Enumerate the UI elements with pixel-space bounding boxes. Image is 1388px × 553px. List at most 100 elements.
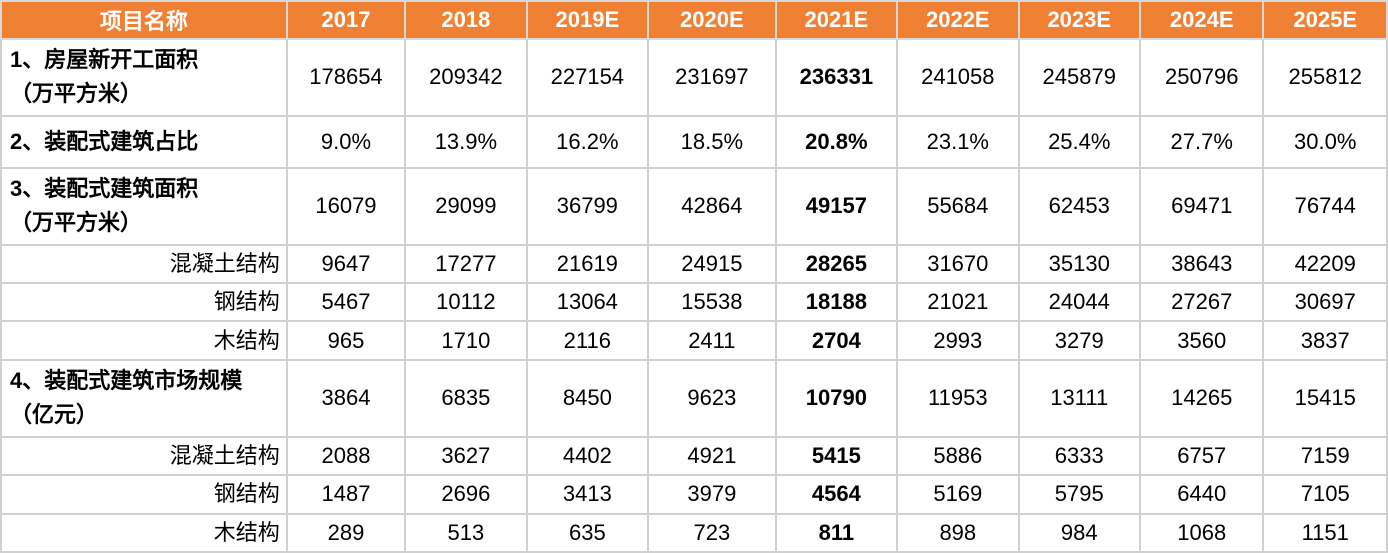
table-cell: 2088: [285, 435, 407, 477]
header-row: 项目名称 2017 2018 2019E 2020E 2021E 2022E 2…: [0, 0, 1388, 40]
table-body: 1、房屋新开工面积 （万平方米） 178654 209342 227154 231697 2…: [0, 38, 1388, 553]
table-cell: 1710: [404, 320, 528, 361]
table-row: 钢结构 5467 10112 13064 15538 18188 21021 24044 272…: [0, 282, 1388, 323]
table-cell: 2704: [774, 320, 899, 361]
table-row: 1、房屋新开工面积 （万平方米） 178654 209342 227154 231697 2…: [0, 38, 1388, 117]
table-cell: 38643: [1138, 243, 1265, 285]
table-cell: 16079: [285, 166, 407, 246]
table-cell: 9647: [285, 243, 407, 285]
table-cell: 723: [647, 512, 777, 553]
table-cell: 245879: [1017, 38, 1141, 117]
column-header-item: 项目名称: [0, 0, 288, 40]
table-cell: 1068: [1138, 512, 1265, 553]
column-header-2020e: 2020E: [647, 0, 777, 40]
table-cell: 9.0%: [285, 114, 407, 169]
row-label-line: 4、装配式建筑市场规模: [10, 368, 243, 394]
table-cell: 20.8%: [774, 114, 899, 169]
column-header-2025e: 2025E: [1262, 0, 1388, 40]
table-cell: 9623: [647, 358, 777, 438]
table-cell: 24915: [647, 243, 777, 285]
row-label-line: 木结构: [213, 519, 280, 545]
column-header-2023e: 2023E: [1017, 0, 1141, 40]
table-cell: 209342: [404, 38, 528, 117]
table-cell: 15538: [647, 282, 777, 323]
table-cell: 250796: [1138, 38, 1265, 117]
column-header-2019e: 2019E: [525, 0, 650, 40]
table-cell: 6835: [404, 358, 528, 438]
table-cell: 10112: [404, 282, 528, 323]
table-cell: 635: [525, 512, 650, 553]
table-cell: 69471: [1138, 166, 1265, 246]
table-cell: 3413: [525, 474, 650, 515]
table-cell: 231697: [647, 38, 777, 117]
table-cell: 42209: [1262, 243, 1388, 285]
table-cell: 255812: [1262, 38, 1388, 117]
table-cell: 49157: [774, 166, 899, 246]
table-cell: 25.4%: [1017, 114, 1141, 169]
table-cell: 6440: [1138, 474, 1265, 515]
table-cell: 16.2%: [525, 114, 650, 169]
table-cell: 10790: [774, 358, 899, 438]
table-cell: 241058: [896, 38, 1020, 117]
column-header-2021e: 2021E: [774, 0, 899, 40]
table-cell: 21021: [896, 282, 1020, 323]
table-cell: 55684: [896, 166, 1020, 246]
table-cell: 3279: [1017, 320, 1141, 361]
table-row: 钢结构 1487 2696 3413 3979 4564 5169 5795 6440 7105: [0, 474, 1388, 515]
row-sublabel: 木结构: [0, 512, 288, 553]
table-cell: 8450: [525, 358, 650, 438]
row-label: 4、装配式建筑市场规模 （亿元）: [0, 358, 288, 438]
row-sublabel: 钢结构: [0, 282, 288, 323]
table-cell: 4564: [774, 474, 899, 515]
table-row: 混凝土结构 9647 17277 21619 24915 28265 31670 35130 3…: [0, 243, 1388, 285]
table-row: 4、装配式建筑市场规模 （亿元） 3864 6835 8450 9623 10790 1195…: [0, 358, 1388, 438]
table-cell: 5467: [285, 282, 407, 323]
table-row: 混凝土结构 2088 3627 4402 4921 5415 5886 6333 6757 715…: [0, 435, 1388, 477]
table-cell: 7105: [1262, 474, 1388, 515]
table-cell: 35130: [1017, 243, 1141, 285]
column-header-2022e: 2022E: [896, 0, 1020, 40]
table-cell: 30.0%: [1262, 114, 1388, 169]
table-cell: 14265: [1138, 358, 1265, 438]
table-cell: 965: [285, 320, 407, 361]
table-cell: 227154: [525, 38, 650, 117]
table-cell: 28265: [774, 243, 899, 285]
column-header-2017: 2017: [285, 0, 407, 40]
table-cell: 5415: [774, 435, 899, 477]
table-cell: 898: [896, 512, 1020, 553]
table-cell: 5886: [896, 435, 1020, 477]
table-cell: 178654: [285, 38, 407, 117]
row-label-line: 3、装配式建筑面积: [10, 176, 199, 202]
table-cell: 2411: [647, 320, 777, 361]
table-cell: 5169: [896, 474, 1020, 515]
row-label-line: 钢结构: [213, 481, 280, 507]
row-label-line: 钢结构: [213, 289, 280, 315]
table-cell: 17277: [404, 243, 528, 285]
table-row: 3、装配式建筑面积 （万平方米） 16079 29099 36799 42864 49157…: [0, 166, 1388, 246]
table-cell: 4921: [647, 435, 777, 477]
table-cell: 21619: [525, 243, 650, 285]
table-cell: 2696: [404, 474, 528, 515]
row-sublabel: 钢结构: [0, 474, 288, 515]
table-cell: 23.1%: [896, 114, 1020, 169]
table-cell: 6757: [1138, 435, 1265, 477]
column-header-2024e: 2024E: [1138, 0, 1265, 40]
row-sublabel: 混凝土结构: [0, 243, 288, 285]
table-row: 木结构 289 513 635 723 811 898 984 1068 1151: [0, 512, 1388, 553]
table-cell: 13111: [1017, 358, 1141, 438]
table-cell: 513: [404, 512, 528, 553]
table-row: 木结构 965 1710 2116 2411 2704 2993 3279 3560 3837: [0, 320, 1388, 361]
table-cell: 289: [285, 512, 407, 553]
table-cell: 18.5%: [647, 114, 777, 169]
row-label-line: 1、房屋新开工面积: [10, 47, 199, 73]
table-cell: 13.9%: [404, 114, 528, 169]
row-label-line: （亿元）: [10, 402, 99, 428]
table-row: 2、装配式建筑占比 9.0% 13.9% 16.2% 18.5% 20.8% 23.1% 25…: [0, 114, 1388, 169]
row-label-line: （万平方米）: [10, 81, 143, 107]
table-cell: 18188: [774, 282, 899, 323]
table-cell: 13064: [525, 282, 650, 323]
row-label-line: 混凝土结构: [169, 250, 280, 276]
table-cell: 29099: [404, 166, 528, 246]
table-cell: 76744: [1262, 166, 1388, 246]
